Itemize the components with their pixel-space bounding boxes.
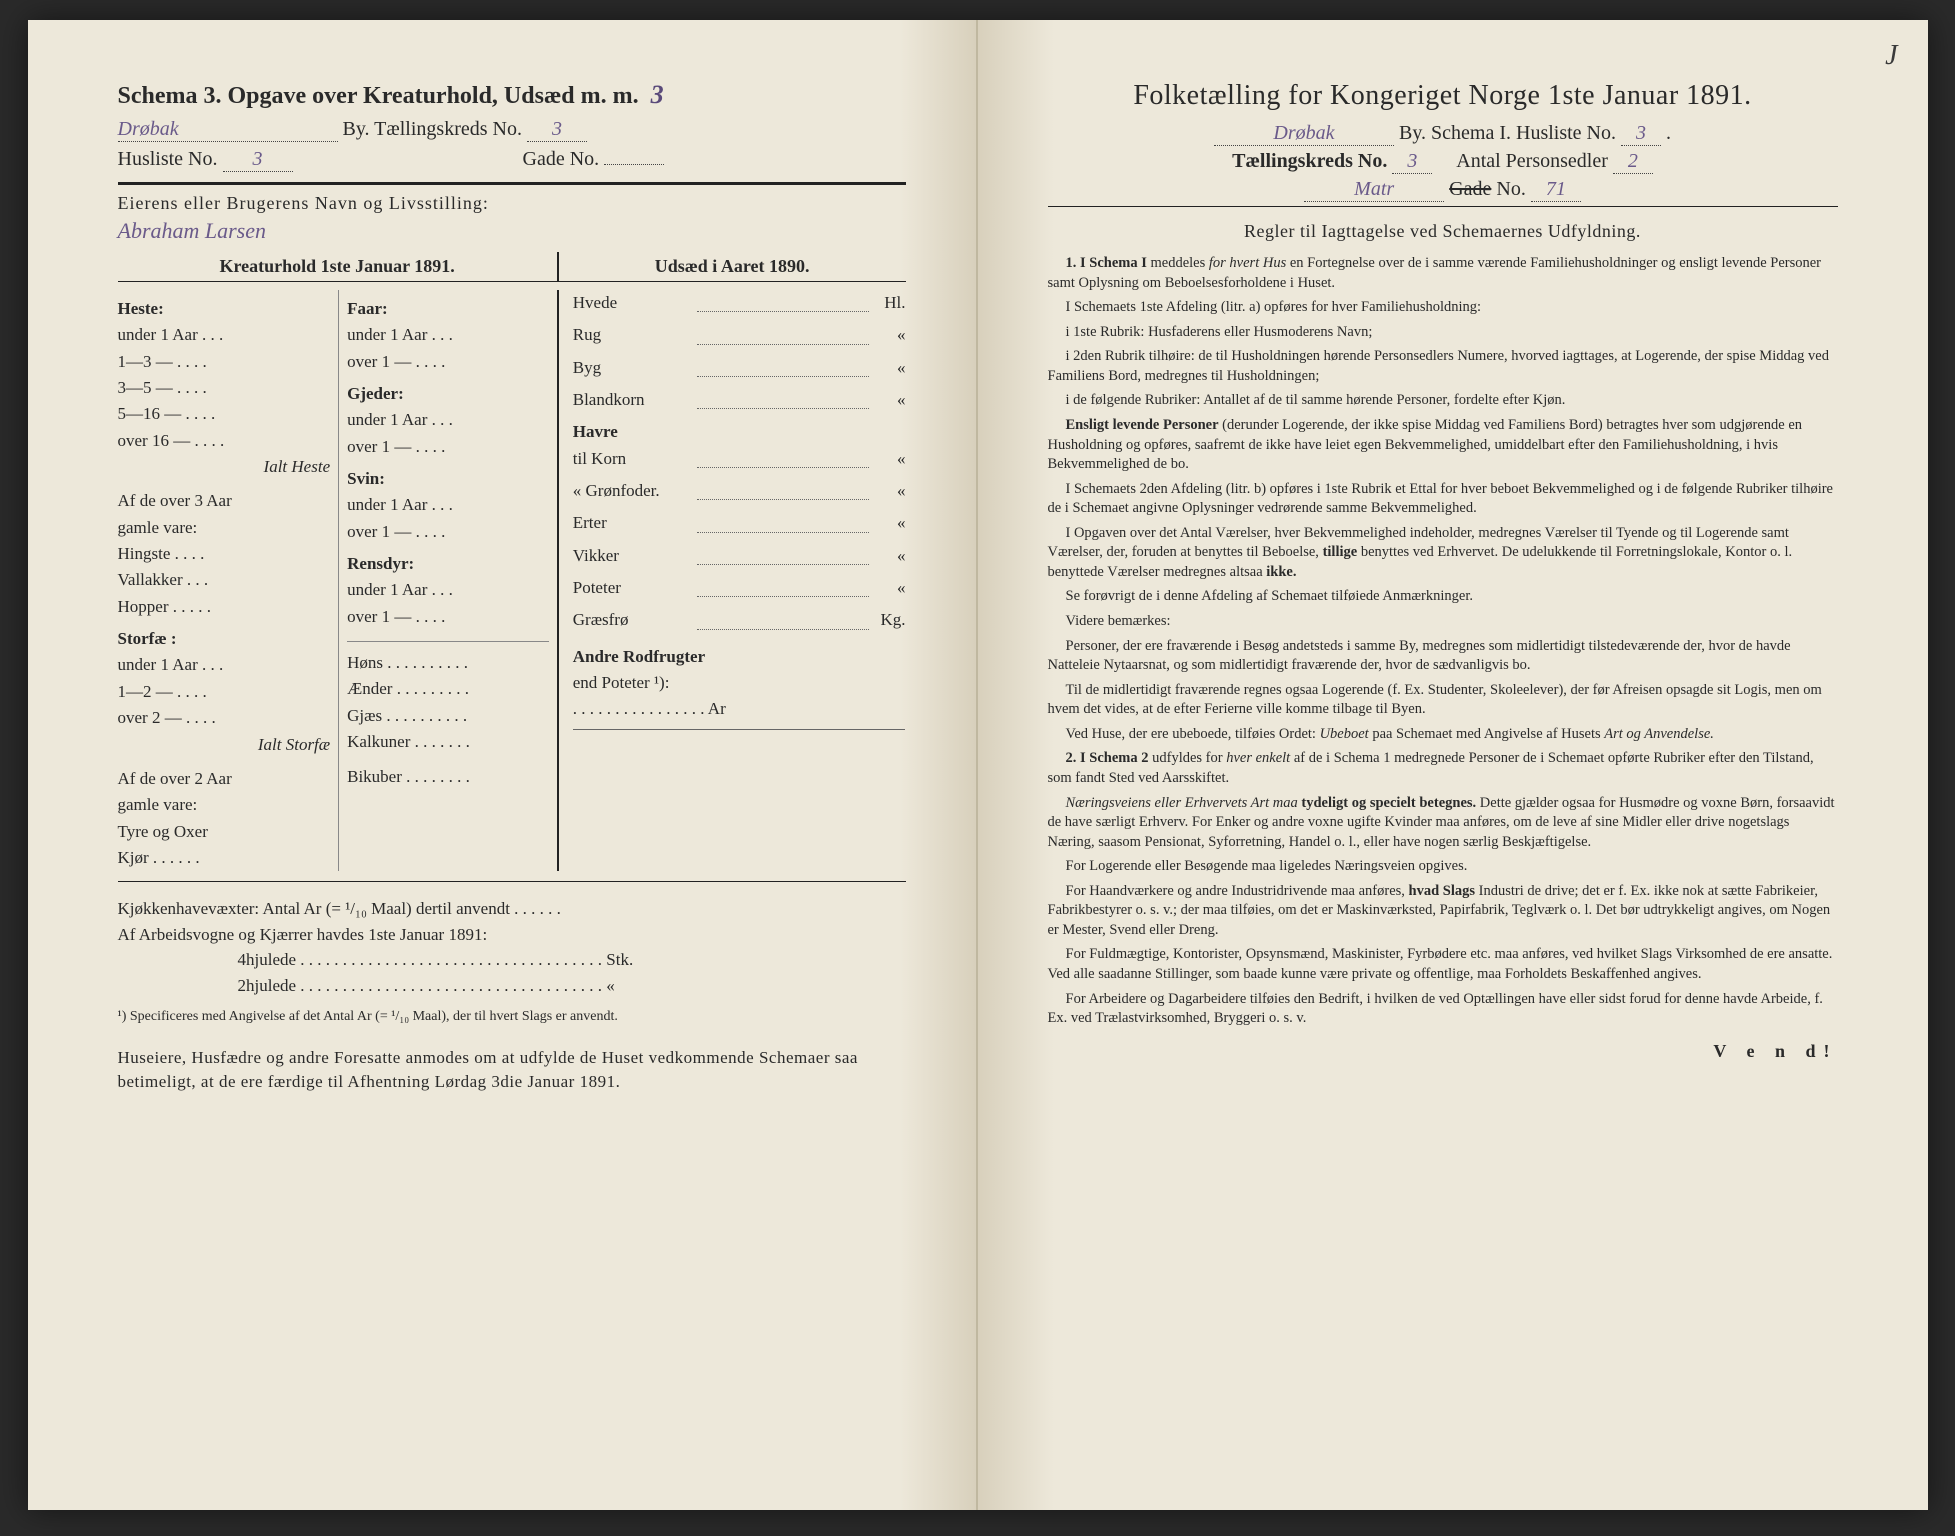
right-page: J Folketælling for Kongeriget Norge 1ste… (978, 20, 1928, 1510)
husliste-no: 3 (223, 148, 293, 172)
footnote: ¹) Specificeres med Angivelse af det Ant… (118, 1008, 906, 1026)
col-seed: HvedeHl. Rug« Byg« Blandkorn« Havre til … (559, 290, 906, 871)
closing-text: Huseiere, Husfædre og andre Foresatte an… (118, 1046, 906, 1094)
vend-label: V e n d! (1048, 1041, 1838, 1062)
city-name-handwritten: Drøbak (118, 118, 338, 142)
livestock-table: Heste: under 1 Aar . . . 1—3 — . . . . 3… (118, 290, 906, 871)
owner-name: Abraham Larsen (118, 218, 906, 244)
corner-mark: J (1885, 40, 1897, 72)
book-spread: Schema 3. Opgave over Kreaturhold, Udsæd… (28, 20, 1928, 1510)
census-title: Folketælling for Kongeriget Norge 1ste J… (1048, 80, 1838, 112)
table-header: Kreaturhold 1ste Januar 1891. Udsæd i Aa… (118, 252, 906, 282)
left-page: Schema 3. Opgave over Kreaturhold, Udsæd… (28, 20, 978, 1510)
rules-body: 1. I Schema I meddeles for hvert Hus en … (1048, 254, 1838, 1029)
schema-title: Schema 3. Opgave over Kreaturhold, Udsæd… (118, 80, 906, 110)
schema-number-handwritten: 3 (651, 80, 664, 109)
owner-label: Eierens eller Brugerens Navn og Livsstil… (118, 193, 906, 214)
arbeidsvogne-line: Af Arbeidsvogne og Kjærrer havdes 1ste J… (118, 922, 906, 948)
kjokken-line: Kjøkkenhavevæxter: Antal Ar (= ¹/₁₀ Maal… (118, 896, 906, 922)
census-line-3: Matr Gade No. 71 (1048, 178, 1838, 202)
col-horses-cattle: Heste: under 1 Aar . . . 1—3 — . . . . 3… (118, 290, 339, 871)
rules-heading: Regler til Iagttagelse ved Schemaernes U… (1048, 221, 1838, 242)
census-line-2: Tællingskreds No. 3 Antal Personsedler 2 (1048, 150, 1838, 174)
kreds-no: 3 (527, 118, 587, 142)
census-line-1: Drøbak By. Schema I. Husliste No. 3 . (1048, 122, 1838, 146)
bottom-section: Kjøkkenhavevæxter: Antal Ar (= ¹/₁₀ Maal… (118, 896, 906, 998)
husliste-line: Husliste No. 3 Gade No. (118, 148, 906, 172)
col-sheep-etc: Faar: under 1 Aar . . . over 1 — . . . .… (338, 290, 559, 871)
city-line: Drøbak By. Tællingskreds No. 3 (118, 118, 906, 142)
